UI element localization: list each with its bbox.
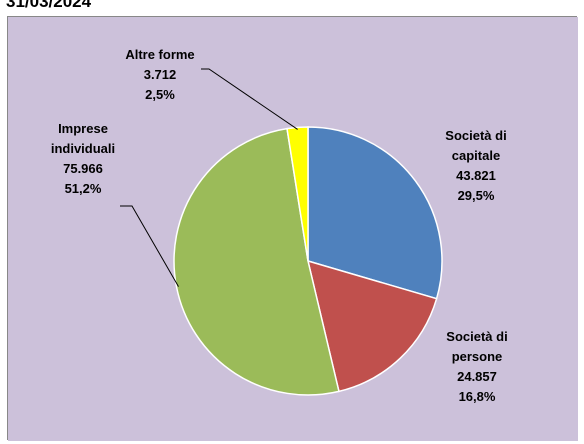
data-label-2: Società di persone 24.857 16,8%	[446, 329, 507, 404]
data-label-4: Altre forme 3.712 2,5%	[125, 47, 194, 102]
data-labels: Società di capitale 43.821 29,5% Società di p…	[51, 47, 508, 404]
leader-lines	[120, 68, 298, 287]
data-label-3: Imprese individuali 75.966 51,2%	[51, 121, 115, 196]
chart-area: Società di capitale 43.821 29,5% Società di p…	[7, 16, 578, 441]
leader-line-4	[201, 68, 298, 130]
header-title: 31/03/2024	[6, 0, 92, 11]
pie-slice-2	[306, 259, 438, 393]
pie-chart: Società di capitale 43.821 29,5% Società di p…	[8, 17, 578, 441]
data-label-1: Società di capitale 43.821 29,5%	[445, 128, 506, 203]
pie-slice-4	[286, 126, 309, 262]
slices	[173, 126, 443, 396]
pie-slice-1	[307, 126, 443, 300]
pie-slice-3	[173, 127, 340, 396]
leader-line-3	[120, 205, 179, 287]
